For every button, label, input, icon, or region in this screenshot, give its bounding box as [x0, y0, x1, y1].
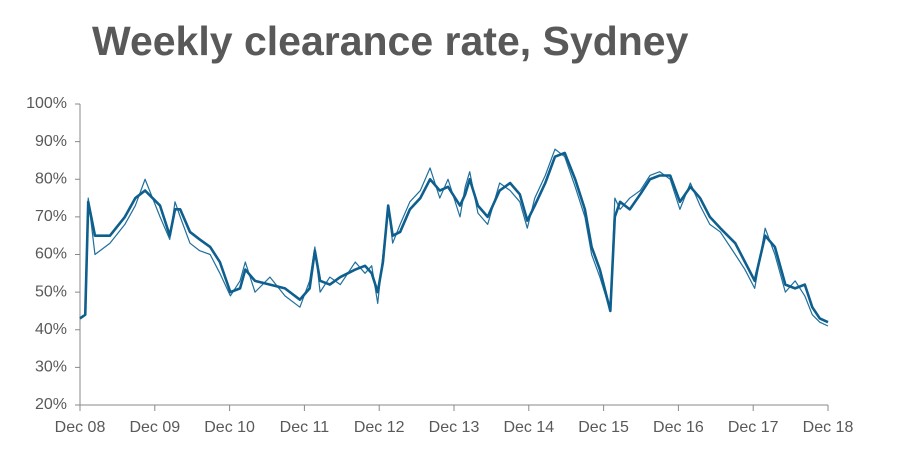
y-tick-label: 80%	[35, 170, 67, 187]
y-tick-label: 70%	[35, 208, 67, 225]
y-tick-label: 20%	[35, 396, 67, 413]
x-tick-label: Dec 10	[204, 419, 255, 436]
chart-title: Weekly clearance rate, Sydney	[92, 18, 689, 64]
x-tick-label: Dec 11	[280, 419, 330, 436]
x-tick-label: Dec 18	[803, 419, 854, 436]
y-tick-label: 60%	[35, 246, 67, 263]
y-tick-label: 100%	[26, 95, 67, 112]
y-tick-label: 30%	[35, 359, 67, 376]
x-tick-label: Dec 17	[728, 419, 779, 436]
x-tick-label: Dec 09	[129, 419, 180, 436]
x-tick-label: Dec 12	[354, 419, 405, 436]
x-tick-label: Dec 16	[653, 419, 704, 436]
y-tick-label: 90%	[35, 133, 67, 150]
y-tick-label: 50%	[35, 283, 67, 300]
x-tick-label: Dec 14	[503, 419, 554, 436]
y-tick-label: 40%	[35, 321, 67, 338]
x-tick-label: Dec 13	[429, 419, 480, 436]
x-tick-label: Dec 15	[578, 419, 629, 436]
data-line	[79, 151, 829, 324]
data-line	[79, 148, 829, 327]
x-tick-label: Dec 08	[55, 419, 106, 436]
